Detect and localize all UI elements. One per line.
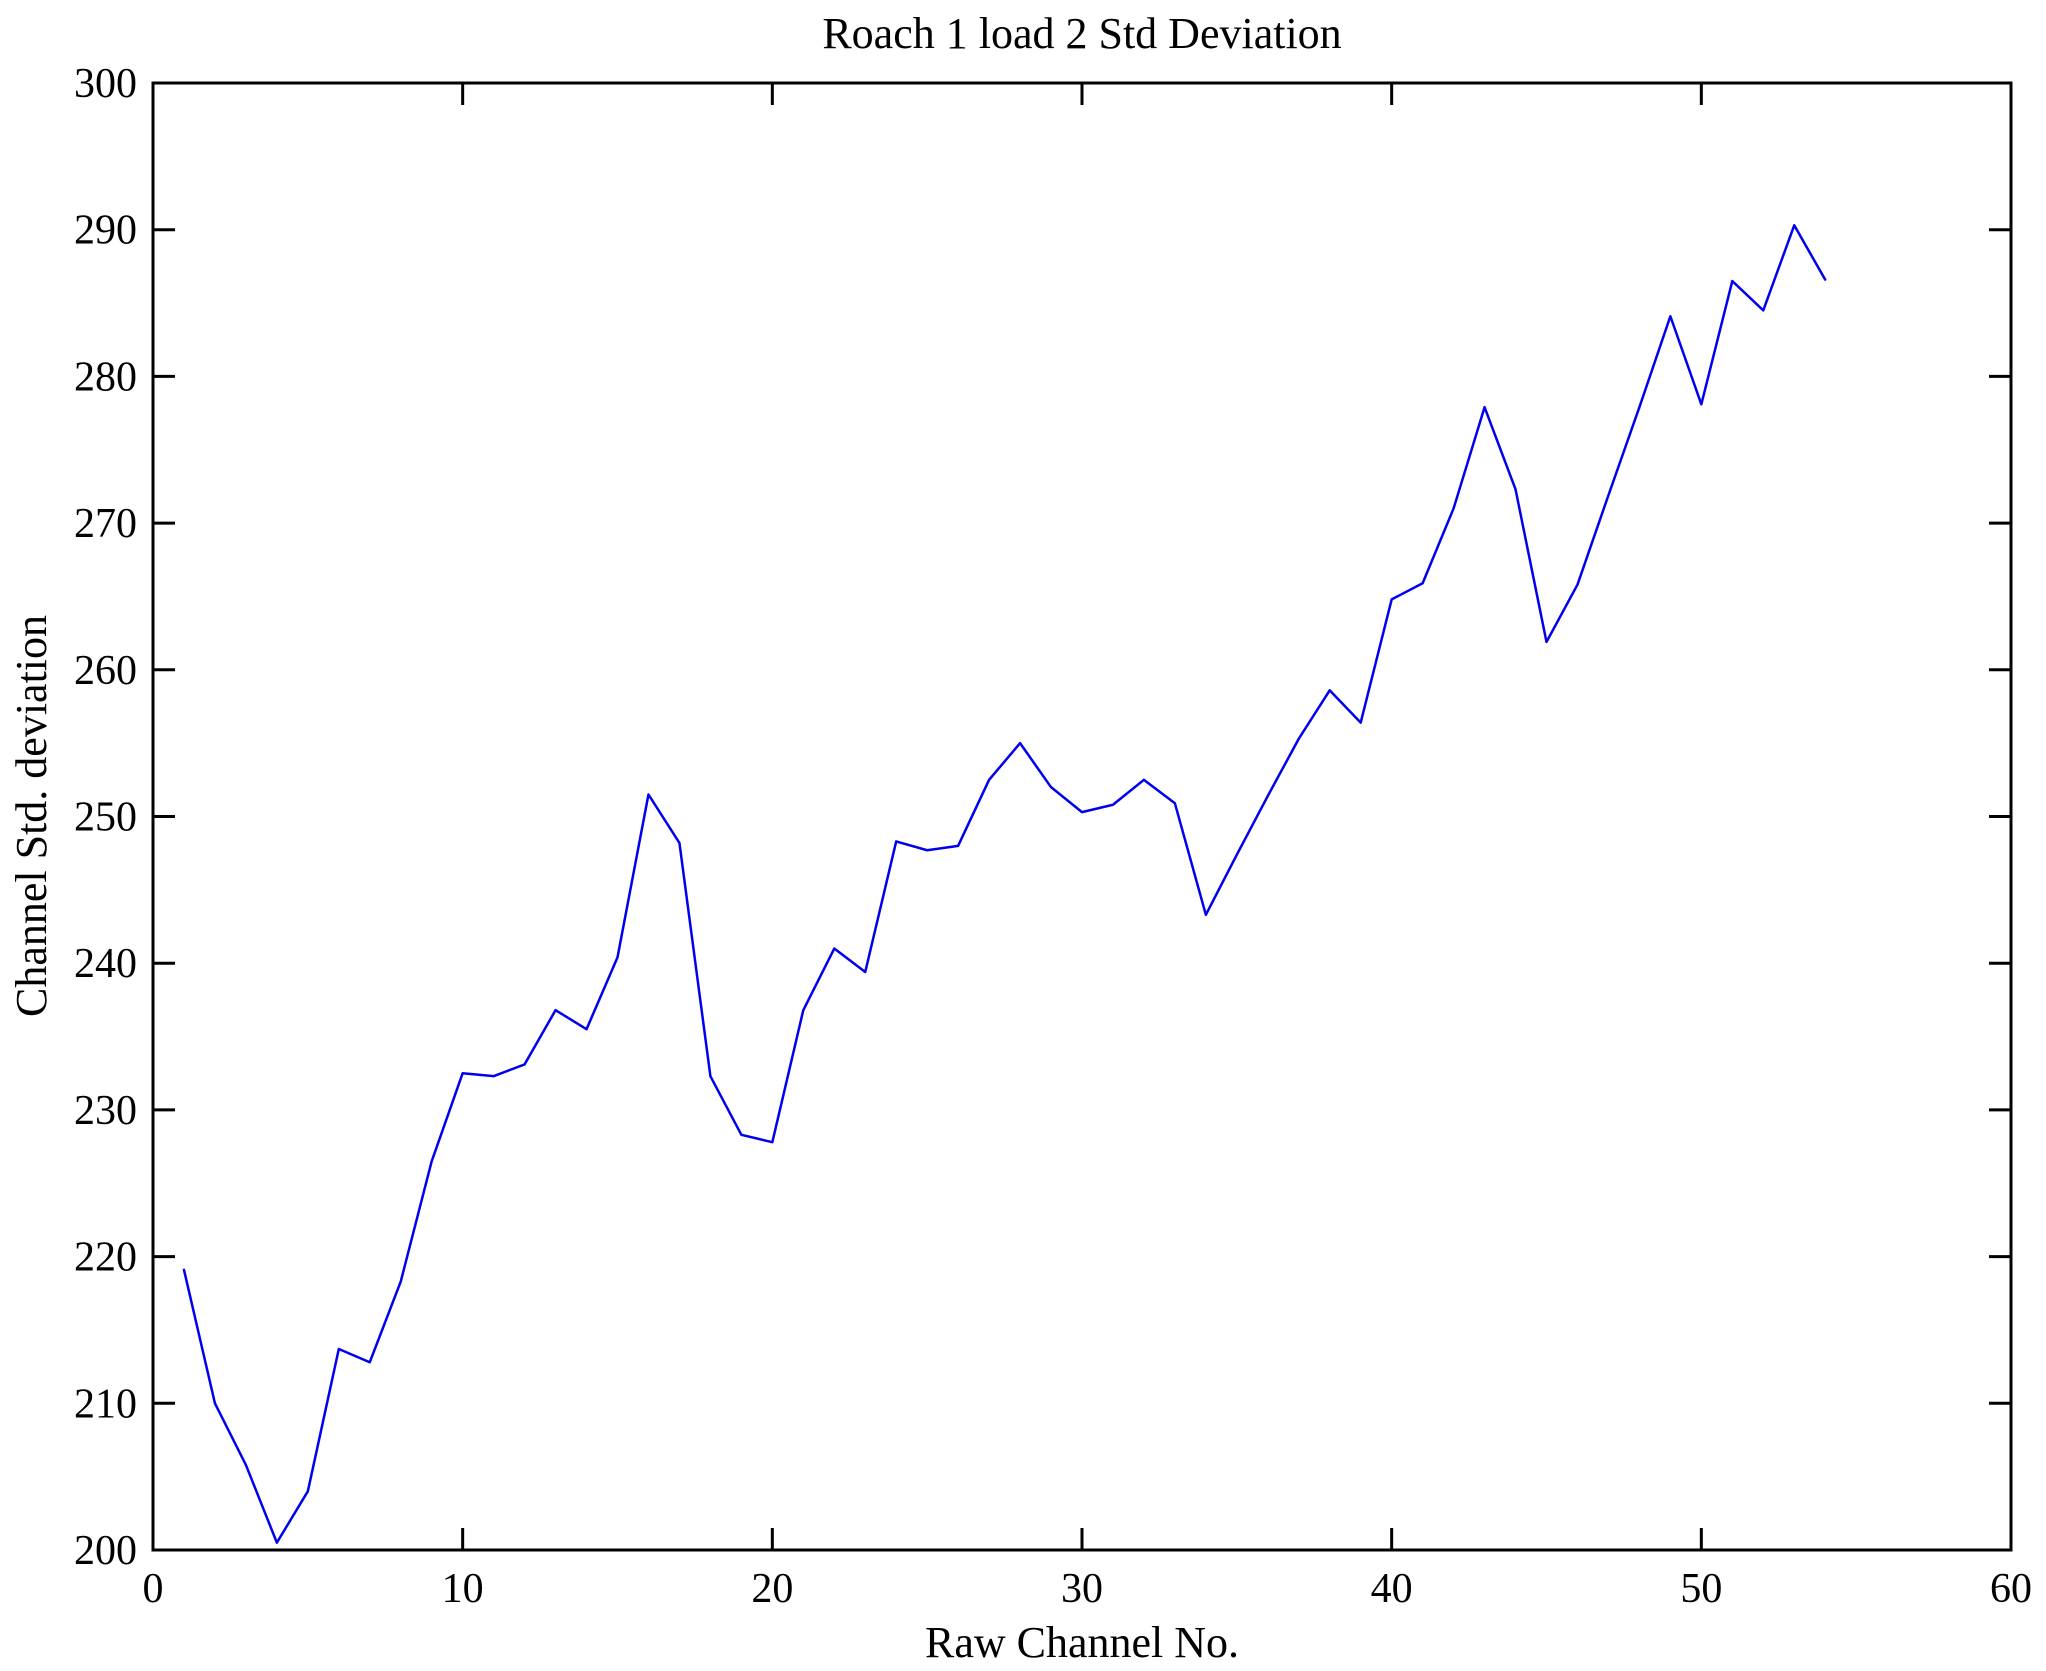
y-tick-label: 230 [74, 1088, 137, 1134]
y-tick-label: 290 [74, 208, 137, 254]
y-axis-label: Channel Std. deviation [7, 615, 56, 1017]
x-tick-label: 10 [442, 1566, 484, 1612]
plot-border [151, 81, 2013, 1552]
x-tick-label: 50 [1680, 1566, 1722, 1612]
y-tick-label: 250 [74, 795, 137, 841]
y-tick-label: 200 [74, 1528, 137, 1574]
chart-title: Roach 1 load 2 Std Deviation [822, 9, 1341, 58]
y-tick-label: 260 [74, 648, 137, 694]
y-tick-label: 280 [74, 354, 137, 400]
y-tick-label: 220 [74, 1235, 137, 1281]
y-tick-label: 270 [74, 501, 137, 547]
x-tick-label: 0 [143, 1566, 164, 1612]
y-tick-label: 240 [74, 941, 137, 987]
data-line-channel-std-deviation [182, 224, 1827, 1544]
x-tick-label: 40 [1371, 1566, 1413, 1612]
x-axis-label: Raw Channel No. [925, 1618, 1239, 1667]
y-tick-label: 210 [74, 1381, 137, 1427]
x-tick-label: 30 [1061, 1566, 1103, 1612]
plot-area: 0 10 20 30 40 50 60 200 210 220 230 240 250 260 270 280… [74, 61, 2032, 1612]
x-tick-label: 20 [751, 1566, 793, 1612]
x-tick-label: 60 [1990, 1566, 2032, 1612]
y-tick-label: 300 [74, 61, 137, 107]
